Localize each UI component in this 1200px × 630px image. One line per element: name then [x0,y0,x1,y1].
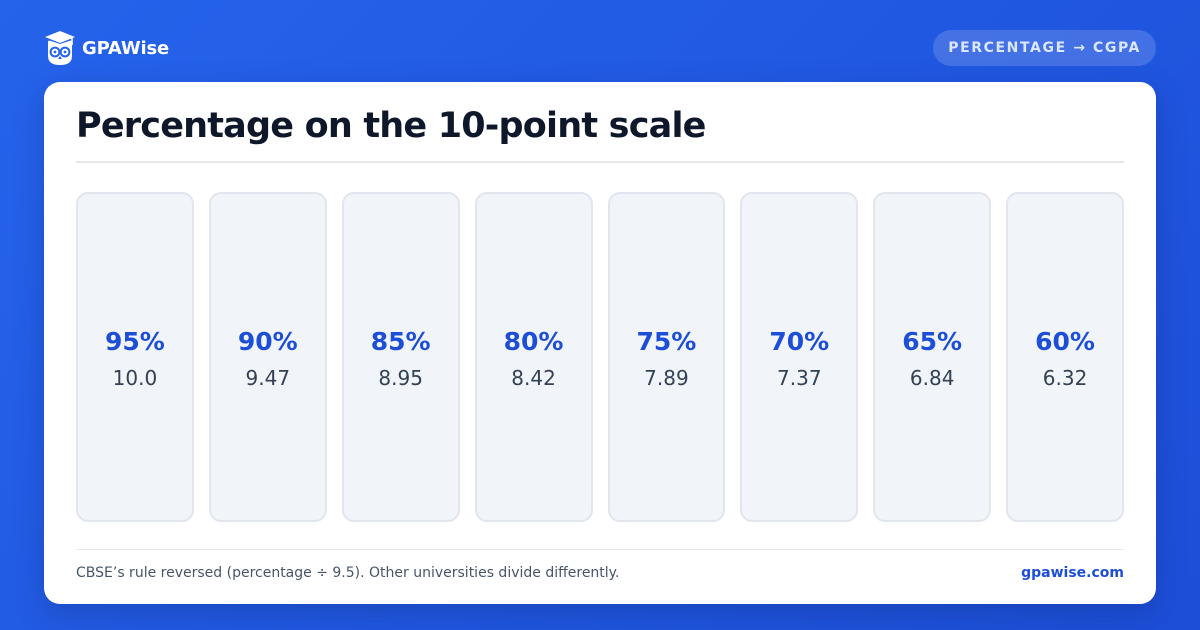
footnote: CBSE’s rule reversed (percentage ÷ 9.5).… [76,565,620,581]
tile-percentage: 95% [105,326,165,356]
card-title: Percentage on the 10-point scale [76,106,706,146]
tile-percentage: 75% [636,326,697,356]
tile-cgpa: 7.37 [777,365,822,390]
brand[interactable]: GPAWise [44,30,169,66]
tile-cgpa: 8.95 [378,365,423,390]
conversion-tile: 60% 6.32 [1006,192,1124,522]
tile-percentage: 65% [902,326,963,356]
conversion-card: Percentage on the 10-point scale 95% 10.… [44,82,1156,604]
owl-graduate-icon [45,31,75,65]
conversion-tile: 95% 10.0 [76,192,194,522]
tile-cgpa: 8.42 [511,365,556,390]
tile-percentage: 85% [370,326,431,356]
top-bar: GPAWise PERCENTAGE → CGPA [44,28,1156,68]
footer-divider [76,549,1124,550]
tile-percentage: 60% [1035,326,1095,356]
tile-percentage: 80% [503,326,564,356]
conversion-tile: 75% 7.89 [607,192,726,522]
conversion-badge: PERCENTAGE → CGPA [933,30,1156,66]
tile-cgpa: 6.32 [1042,365,1088,390]
title-divider [76,161,1124,163]
site-link[interactable]: gpawise.com [1021,565,1124,581]
tile-cgpa: 10.0 [112,365,158,390]
conversion-tile: 70% 7.37 [740,192,859,522]
card-footer: CBSE’s rule reversed (percentage ÷ 9.5).… [76,565,1124,581]
conversion-tiles: 95% 10.0 90% 9.47 85% 8.95 80% 8.42 75% … [76,192,1124,522]
conversion-tile: 80% 8.42 [474,192,593,522]
conversion-tile: 85% 8.95 [341,192,460,522]
tile-percentage: 70% [769,326,830,356]
tile-percentage: 90% [237,326,298,356]
brand-name: GPAWise [82,37,169,59]
conversion-tile: 65% 6.84 [873,192,992,522]
tile-cgpa: 7.89 [644,365,689,390]
conversion-tile: 90% 9.47 [208,192,327,522]
tile-cgpa: 6.84 [909,365,955,390]
tile-cgpa: 9.47 [245,365,291,390]
